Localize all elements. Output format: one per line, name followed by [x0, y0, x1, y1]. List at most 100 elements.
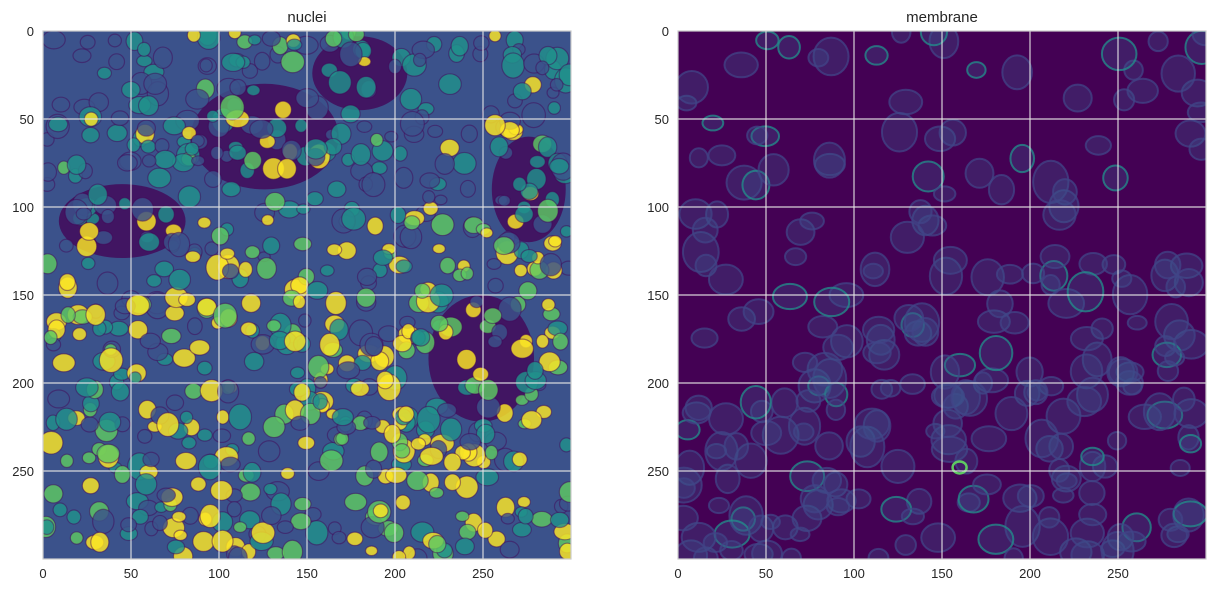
nucleus	[392, 334, 413, 353]
nucleus	[483, 307, 503, 325]
cell-membrane	[755, 31, 780, 51]
cell-membrane	[1078, 502, 1108, 527]
nucleus	[473, 35, 490, 51]
cell-membrane	[1069, 353, 1104, 390]
nucleus	[520, 410, 543, 430]
nucleus	[188, 339, 211, 356]
nucleus	[127, 319, 149, 340]
nucleus	[196, 297, 218, 317]
nucleus	[247, 34, 262, 46]
nucleus	[241, 431, 256, 446]
nucleus	[178, 292, 197, 307]
cell-membrane	[725, 164, 763, 201]
nucleus	[369, 132, 384, 147]
nucleus	[304, 519, 329, 546]
cell-membrane	[861, 315, 896, 344]
nucleus	[79, 34, 96, 50]
cell-membrane	[1126, 314, 1148, 331]
cell-membrane	[1116, 530, 1147, 553]
cell-membrane	[1031, 517, 1070, 557]
cell-membrane	[691, 216, 719, 244]
nucleus	[389, 205, 407, 225]
nucleus	[131, 196, 155, 222]
nucleus	[142, 451, 160, 468]
y-tick-label: 200	[12, 376, 34, 391]
y-tick-label: 150	[12, 288, 34, 303]
nucleus	[113, 465, 131, 484]
y-tick-label: 50	[655, 112, 669, 127]
nucleus	[432, 243, 446, 255]
nucleus	[219, 247, 236, 260]
cell-membrane	[894, 534, 917, 556]
nucleus	[262, 236, 281, 256]
nucleus	[186, 317, 203, 336]
nucleus	[81, 451, 97, 465]
nucleus	[98, 411, 122, 433]
nucleus	[511, 521, 532, 538]
nucleus	[364, 545, 379, 557]
nucleus	[293, 382, 311, 402]
nucleus	[80, 416, 99, 433]
cell-membrane	[879, 378, 902, 398]
cell-membrane	[862, 341, 892, 365]
nucleus	[384, 130, 399, 143]
x-ticks: 0 50 100 150 200 250	[674, 566, 1128, 581]
x-tick-label: 100	[843, 566, 865, 581]
y-ticks: 0 50 100 150 200 250	[647, 24, 669, 479]
nucleus	[283, 330, 307, 353]
nucleus	[501, 52, 525, 79]
cell-membrane	[812, 358, 848, 399]
nucleus	[58, 238, 74, 253]
nucleus	[43, 484, 64, 504]
nucleus	[552, 332, 569, 351]
cell-membrane	[708, 402, 744, 436]
nucleus	[395, 259, 413, 274]
cell-membrane	[719, 539, 744, 559]
cell-membrane	[688, 147, 709, 169]
cell-membrane	[954, 447, 979, 475]
nucleus	[430, 213, 455, 237]
nucleus	[141, 154, 157, 168]
cell-membrane	[690, 327, 719, 349]
nucleus	[177, 185, 202, 209]
cell-membrane	[1180, 78, 1206, 108]
nucleus	[290, 415, 310, 431]
nucleus	[547, 101, 562, 115]
nucleus	[559, 260, 571, 276]
nucleus	[305, 191, 324, 207]
nucleus	[66, 509, 82, 525]
cell-membrane	[751, 539, 783, 559]
x-tick-label: 150	[931, 566, 953, 581]
y-tick-label: 0	[27, 24, 34, 39]
cell-membrane	[1150, 258, 1180, 293]
nucleus	[81, 476, 100, 495]
cell-membrane	[789, 526, 811, 543]
cell-membrane	[757, 153, 790, 187]
nucleus	[327, 70, 352, 95]
nucleus	[280, 50, 306, 74]
cell-membrane	[943, 352, 977, 378]
nucleus	[134, 473, 158, 496]
nucleus	[228, 144, 247, 161]
nucleus	[172, 348, 196, 368]
nucleus	[422, 201, 439, 216]
nucleus	[535, 60, 550, 76]
nucleus	[240, 321, 258, 337]
nucleus	[324, 31, 343, 48]
cell-membrane	[1078, 479, 1106, 506]
nucleus	[186, 31, 201, 43]
nucleus	[549, 511, 570, 529]
cell-membrane	[911, 316, 940, 347]
nucleus	[549, 157, 570, 175]
nucleus	[512, 176, 527, 192]
nucleus	[433, 194, 448, 206]
nucleus	[372, 249, 394, 266]
cell-membrane	[1121, 512, 1152, 543]
cell-membrane	[1051, 487, 1075, 504]
cell-membrane	[1001, 54, 1033, 91]
nucleus	[106, 123, 128, 143]
nucleus	[469, 295, 485, 309]
cell-membrane	[999, 310, 1030, 335]
nucleus	[327, 180, 347, 199]
nucleus	[85, 303, 106, 326]
